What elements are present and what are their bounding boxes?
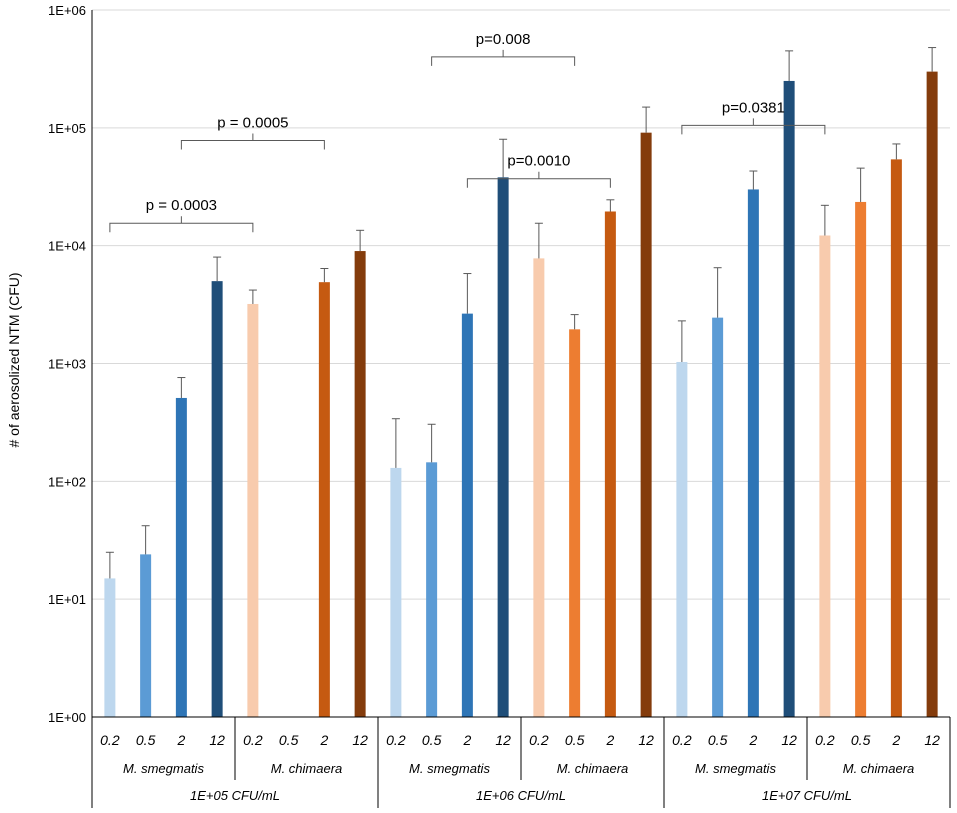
- y-axis-title: # of aerosolized NTM (CFU): [6, 272, 22, 447]
- y-tick-label: 1E+04: [48, 239, 86, 254]
- axes: 1E+00 1E+01 1E+02 1E+03 1E+04 1E+05 1E+06 0.2 0.…: [48, 3, 951, 808]
- bar: [318, 282, 330, 717]
- bar: [712, 317, 724, 717]
- species-label: M. chimaera: [843, 761, 915, 776]
- bar: [497, 177, 509, 718]
- y-tick-label: 1E+06: [48, 3, 86, 18]
- x-category-label: 2: [462, 732, 471, 748]
- x-category-label: 0.2: [672, 732, 692, 748]
- significance-bracket: [681, 118, 826, 135]
- x-category-label: 0.2: [243, 732, 263, 748]
- species-label: M. smegmatis: [123, 761, 204, 776]
- bar: [890, 159, 902, 717]
- bar: [604, 211, 616, 718]
- x-category-label: 2: [891, 732, 900, 748]
- bars: [104, 47, 938, 718]
- concentration-label: 1E+06 CFU/mL: [476, 788, 566, 803]
- x-category-label: 0.5: [565, 732, 585, 748]
- concentration-label: 1E+07 CFU/mL: [762, 788, 852, 803]
- species-label: M. chimaera: [557, 761, 629, 776]
- x-category-label: 12: [352, 732, 368, 748]
- bar: [175, 397, 187, 717]
- bar: [569, 329, 581, 717]
- bar: [676, 361, 688, 717]
- bar: [819, 235, 831, 717]
- bar: [140, 554, 152, 717]
- significance-bracket: [109, 216, 254, 233]
- bar: [533, 258, 545, 717]
- significance-annotations: p = 0.0003 p = 0.0005 p=0.008 p=0.0010 p=0.0…: [109, 31, 826, 233]
- x-category-label: 0.5: [279, 732, 299, 748]
- species-label: M. chimaera: [271, 761, 343, 776]
- species-label: M. smegmatis: [695, 761, 776, 776]
- bar: [426, 462, 438, 717]
- x-category-label: 2: [748, 732, 757, 748]
- y-tick-label: 1E+00: [48, 710, 86, 725]
- x-category-label: 0.5: [422, 732, 442, 748]
- y-tick-label: 1E+02: [48, 474, 86, 489]
- bar: [354, 251, 366, 718]
- p-value-label: p = 0.0005: [217, 115, 288, 132]
- x-category-label: 2: [176, 732, 185, 748]
- x-category-label: 0.2: [100, 732, 120, 748]
- gridlines: [92, 9, 950, 718]
- y-tick-label: 1E+05: [48, 121, 86, 136]
- bar: [747, 189, 759, 718]
- x-category-label: 2: [319, 732, 328, 748]
- x-category-label: 12: [495, 732, 511, 748]
- y-tick-label: 1E+01: [48, 592, 86, 607]
- species-label: M. smegmatis: [409, 761, 490, 776]
- bar: [926, 71, 938, 717]
- x-category-label: 0.5: [851, 732, 871, 748]
- y-tick-label: 1E+03: [48, 357, 86, 372]
- p-value-label: p=0.008: [476, 31, 531, 48]
- x-category-label: 12: [924, 732, 940, 748]
- bar: [390, 467, 402, 717]
- significance-bracket: [466, 171, 611, 188]
- bar: [461, 313, 473, 717]
- x-category-label: 0.5: [136, 732, 156, 748]
- x-category-label: 0.2: [529, 732, 549, 748]
- bar: [104, 578, 116, 717]
- bar: [247, 303, 259, 717]
- x-category-label: 0.5: [708, 732, 728, 748]
- p-value-label: p=0.0010: [507, 153, 570, 170]
- x-category-label: 12: [209, 732, 225, 748]
- x-category-label: 12: [781, 732, 797, 748]
- significance-bracket: [431, 49, 576, 66]
- x-category-label: 0.2: [386, 732, 406, 748]
- p-value-label: p=0.0381: [722, 99, 785, 116]
- x-category-label: 12: [638, 732, 654, 748]
- x-category-label: 0.2: [815, 732, 835, 748]
- bar: [640, 132, 652, 718]
- concentration-label: 1E+05 CFU/mL: [190, 788, 280, 803]
- p-value-label: p = 0.0003: [146, 197, 217, 214]
- bar: [211, 281, 223, 717]
- significance-bracket: [180, 133, 325, 150]
- bar: [783, 80, 795, 717]
- x-category-label: 2: [605, 732, 614, 748]
- bar: [855, 201, 867, 717]
